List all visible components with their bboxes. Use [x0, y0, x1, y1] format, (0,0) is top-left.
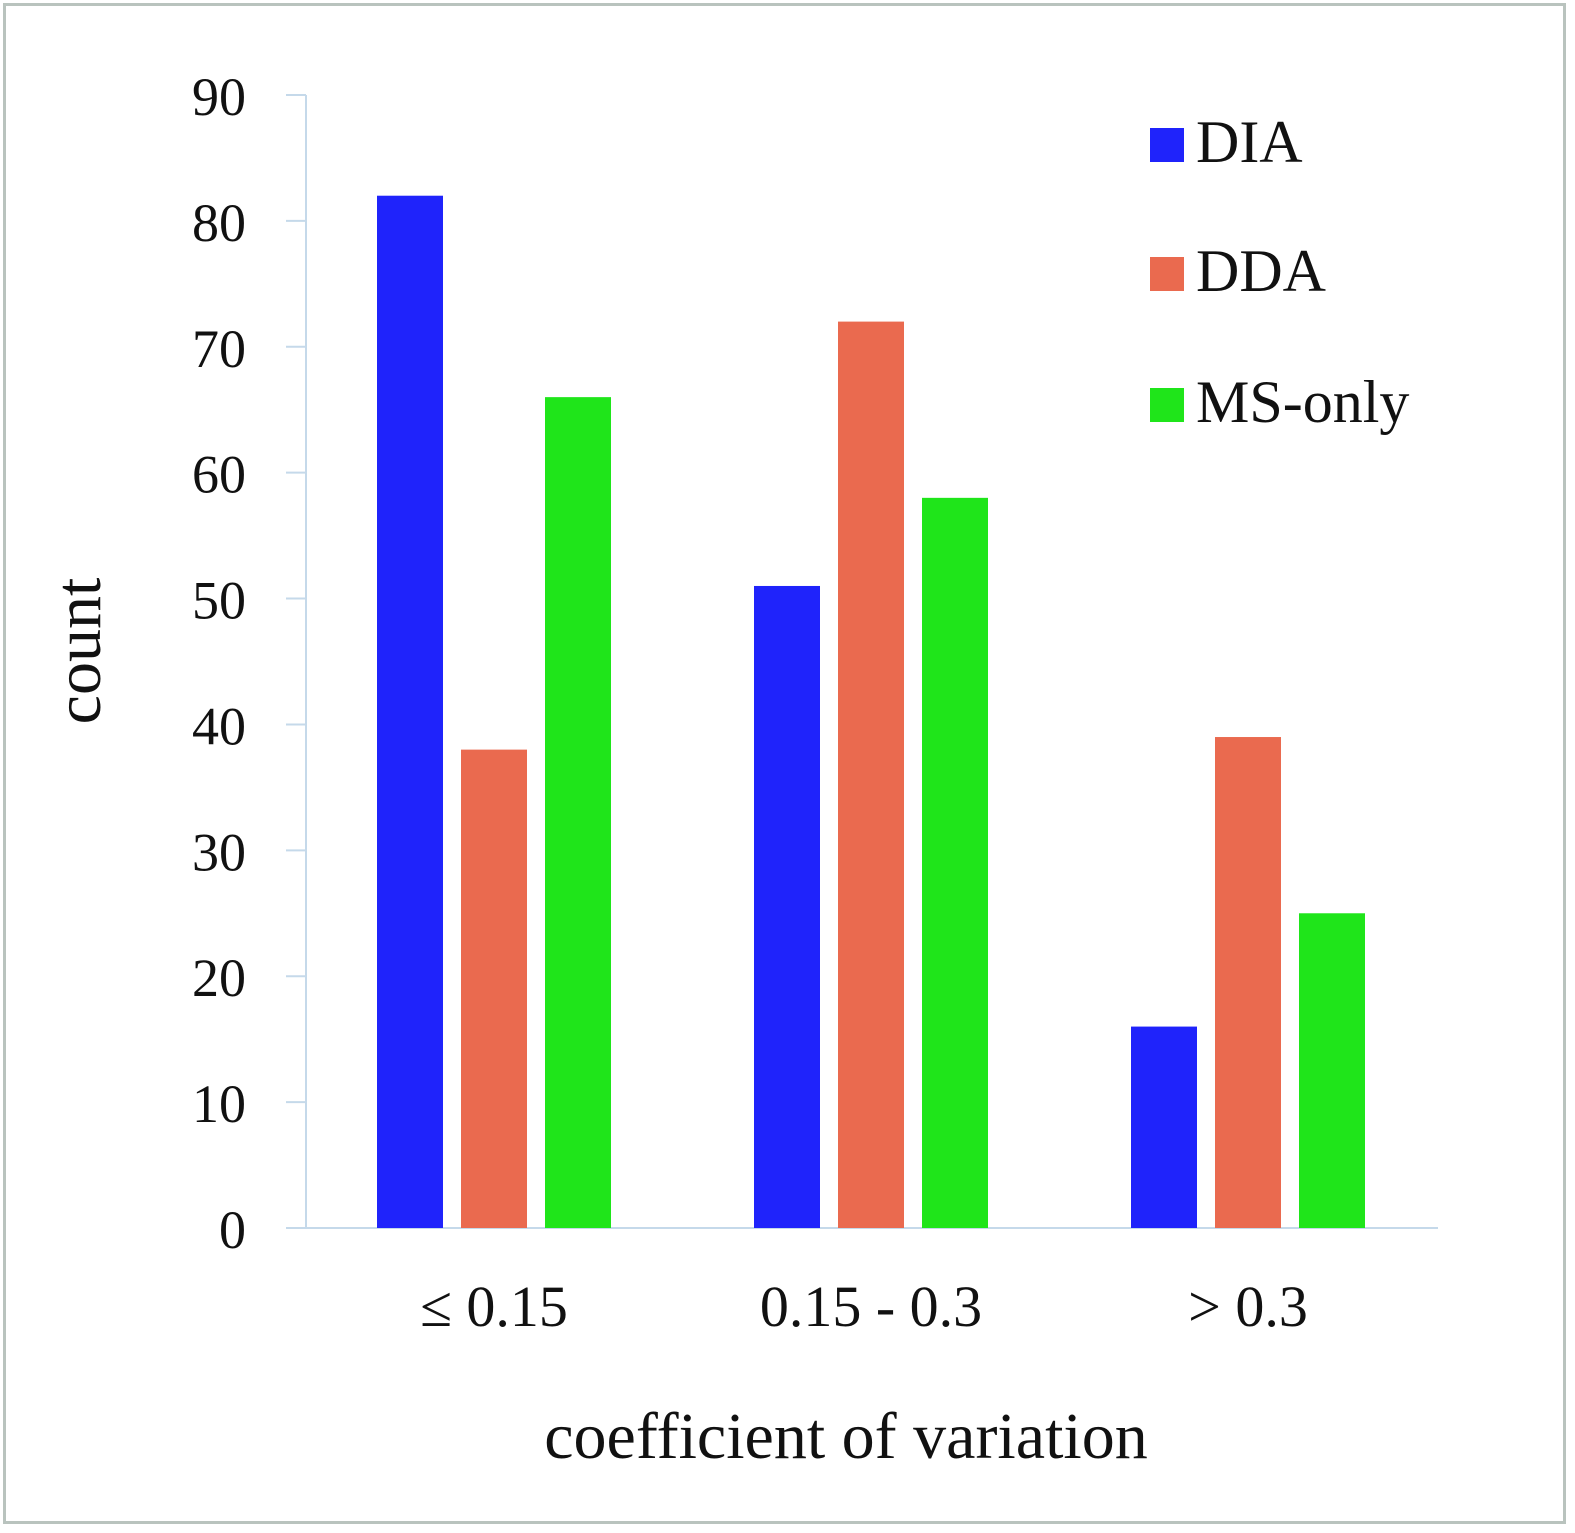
bar-ms-only-0: [545, 397, 611, 1229]
y-axis-title: count: [42, 578, 115, 725]
bar-dia-0: [377, 195, 443, 1229]
y-tick-label: 40: [192, 696, 246, 756]
legend-label: MS-only: [1196, 369, 1409, 435]
x-tick-label: 0.15 - 0.3: [760, 1274, 982, 1339]
x-tick-label: > 0.3: [1188, 1274, 1308, 1339]
bar-dia-1: [754, 585, 820, 1228]
y-tick-label: 30: [192, 822, 246, 882]
y-ticks: 0 10 20 30 40 50 60 70 80 90: [192, 67, 306, 1260]
bar-dia-2: [1131, 1026, 1197, 1228]
legend-swatch: [1150, 128, 1184, 162]
x-axis-title: coefficient of variation: [544, 1400, 1148, 1473]
x-tick-label: ≤ 0.15: [420, 1274, 568, 1339]
y-tick-label: 50: [192, 571, 246, 631]
legend-swatch: [1150, 388, 1184, 422]
bar-dda-2: [1215, 737, 1281, 1228]
y-tick-label: 90: [192, 67, 246, 127]
bars: [377, 195, 1365, 1229]
legend-label: DDA: [1196, 238, 1326, 304]
y-tick-label: 0: [219, 1200, 246, 1260]
legend-label: DIA: [1196, 109, 1303, 175]
bar-dda-1: [838, 321, 904, 1229]
y-tick-label: 80: [192, 193, 246, 253]
x-tick-labels: ≤ 0.15 0.15 - 0.3 > 0.3: [420, 1274, 1308, 1339]
legend: DIA DDA MS-only: [1150, 109, 1409, 435]
y-tick-label: 70: [192, 319, 246, 379]
bar-ms-only-1: [922, 497, 988, 1228]
bar-ms-only-2: [1299, 913, 1365, 1228]
y-tick-label: 60: [192, 445, 246, 505]
bar-dda-0: [461, 749, 527, 1228]
legend-swatch: [1150, 257, 1184, 291]
y-tick-label: 10: [192, 1074, 246, 1134]
y-tick-label: 20: [192, 948, 246, 1008]
